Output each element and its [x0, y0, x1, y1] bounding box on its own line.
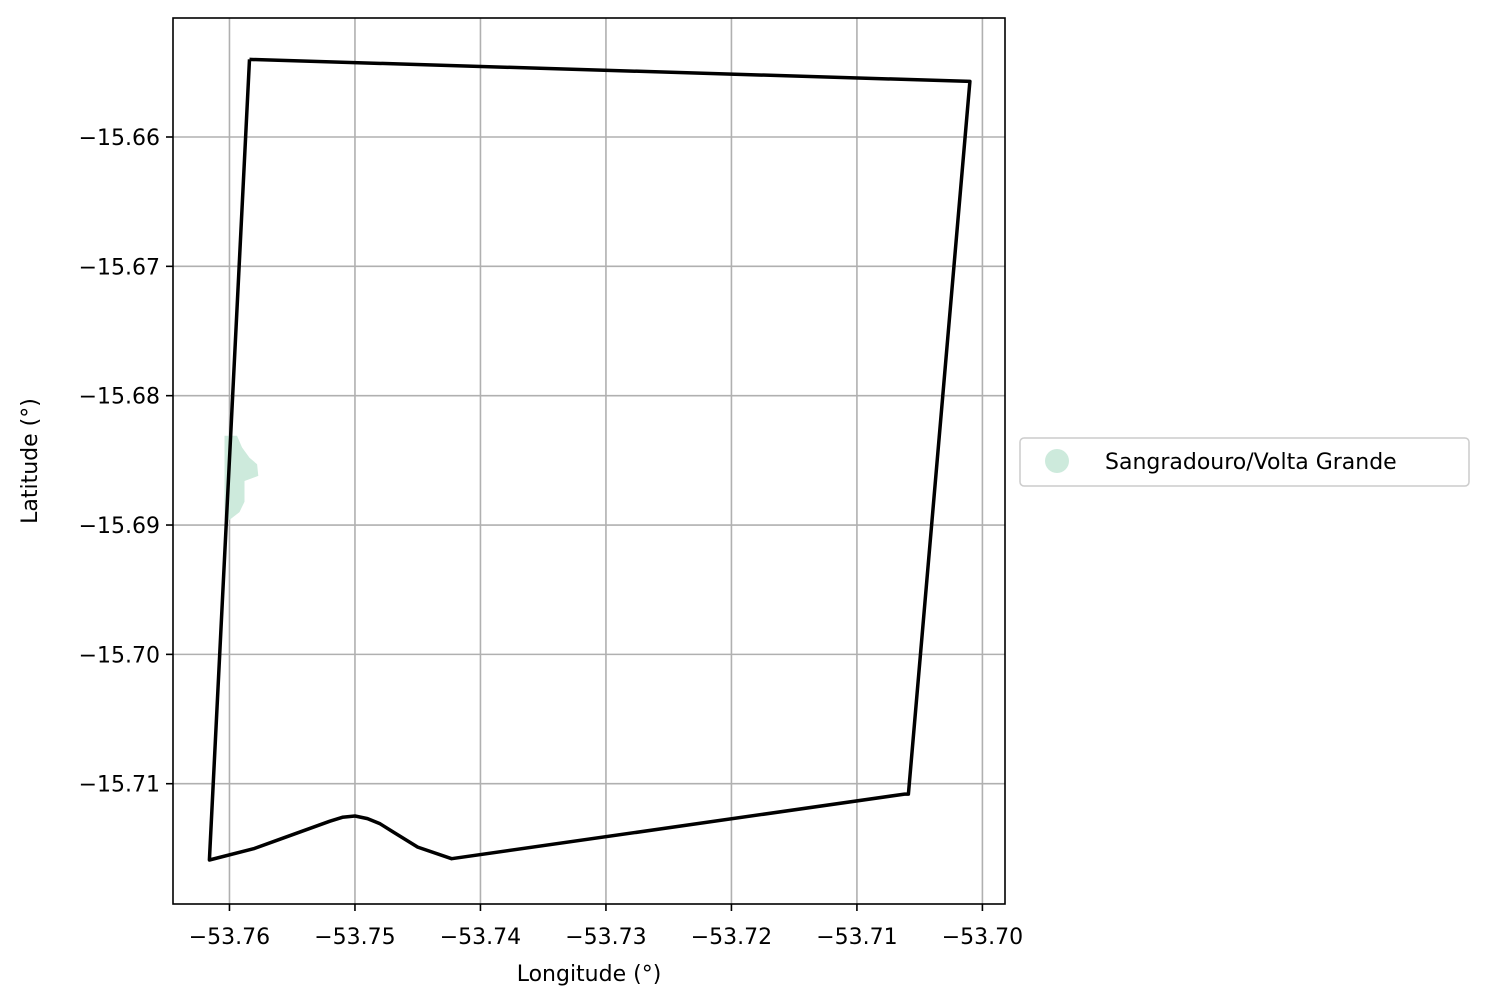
x-tick-label: −53.70 — [942, 925, 1023, 950]
y-tick-label: −15.70 — [79, 643, 160, 668]
y-tick-label: −15.67 — [79, 255, 160, 280]
x-axis-title: Longitude (°) — [517, 962, 662, 987]
grid-lines — [173, 18, 1005, 904]
legend-label: Sangradouro/Volta Grande — [1105, 450, 1397, 475]
y-axis: −15.66 −15.67 −15.68 −15.69 −15.70 −15.71 — [79, 126, 173, 798]
y-tick-label: −15.68 — [79, 385, 160, 410]
legend: Sangradouro/Volta Grande — [1019, 437, 1470, 487]
x-axis: −53.76 −53.75 −53.74 −53.73 −53.72 −53.71 −53.… — [189, 904, 1023, 950]
x-tick-label: −53.74 — [440, 925, 521, 950]
x-tick-label: −53.73 — [565, 925, 646, 950]
plot-frame — [172, 17, 1006, 905]
x-tick-label: −53.76 — [189, 925, 270, 950]
y-tick-label: −15.66 — [79, 126, 160, 151]
legend-marker — [1045, 449, 1069, 473]
boundary-line — [207, 57, 972, 862]
y-tick-label: −15.69 — [79, 514, 160, 539]
x-tick-label: −53.75 — [314, 925, 395, 950]
x-tick-label: −53.71 — [816, 925, 897, 950]
legend-box — [1019, 437, 1470, 487]
map-data — [207, 57, 972, 862]
territory-area — [224, 435, 259, 520]
y-tick-label: −15.71 — [79, 773, 160, 798]
y-axis-title: Latitude (°) — [18, 398, 43, 524]
x-tick-label: −53.72 — [691, 925, 772, 950]
